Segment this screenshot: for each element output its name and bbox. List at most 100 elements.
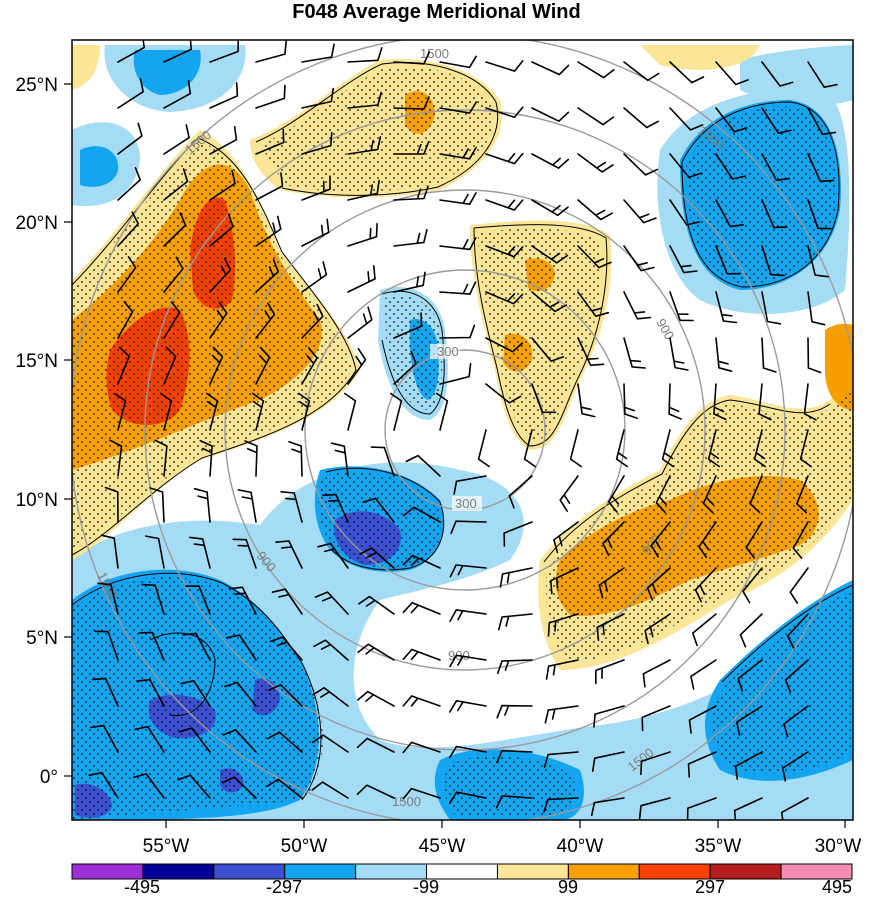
wind-barb [209, 126, 238, 155]
wind-barb [182, 632, 211, 661]
wind-barb [650, 521, 671, 558]
wind-barb [495, 795, 533, 809]
wind-barbs [88, 40, 838, 820]
wind-barb [449, 609, 487, 623]
colorbar-label: 297 [695, 877, 725, 897]
wind-barb [641, 705, 671, 732]
wind-barb [702, 475, 717, 514]
wind-barb [390, 392, 403, 431]
wind-barb [117, 122, 143, 155]
wind-barb [503, 521, 533, 547]
wind-barb [781, 751, 809, 782]
wind-barb [357, 643, 395, 661]
wind-barb [268, 684, 303, 707]
wind-barb [163, 79, 192, 109]
wind-barb [114, 392, 127, 431]
wind-barb [737, 659, 763, 692]
wind-barb [163, 40, 192, 63]
wind-barb [347, 306, 373, 339]
wind-barb [117, 40, 145, 63]
wind-barb [189, 536, 211, 569]
wind-barb [803, 383, 817, 421]
wind-barb [590, 797, 625, 817]
ring-label: 300 [437, 344, 459, 359]
wind-barb [439, 55, 477, 69]
lat-label: 15°N [16, 351, 58, 372]
wind-barb [668, 383, 682, 420]
wind-barb [593, 705, 625, 728]
wind-barb [796, 475, 809, 514]
wind-barb [608, 475, 625, 513]
wind-barb [646, 567, 671, 601]
wind-barb [477, 429, 490, 468]
wind-barb [88, 771, 119, 799]
wind-barb [221, 776, 257, 799]
wind-barb [356, 737, 395, 753]
wind-barb [393, 229, 428, 247]
wind-barb [715, 199, 744, 228]
wind-barb [347, 348, 367, 385]
wind-barb [577, 245, 612, 269]
wind-barb [255, 40, 287, 63]
wind-barb [104, 486, 119, 523]
wind-barb [132, 773, 165, 799]
colorbar-label: -297 [266, 877, 302, 897]
wind-barb [761, 61, 794, 87]
wind-barb [715, 61, 749, 86]
wind-barb [322, 493, 349, 523]
wind-barb [266, 778, 303, 799]
wind-barb [544, 705, 579, 724]
wind-barb [739, 613, 763, 648]
wind-barb [298, 392, 311, 431]
wind-barb [269, 636, 303, 661]
wind-barb [317, 542, 349, 569]
wind-barb [393, 141, 430, 155]
wind-barb [313, 639, 349, 661]
lon-label: 35°W [695, 836, 742, 857]
wind-barb [598, 567, 625, 599]
wind-barb [209, 301, 228, 339]
wind-barb [523, 429, 536, 468]
wind-barb [485, 60, 524, 72]
wind-barb [485, 199, 524, 211]
wind-barb [228, 586, 257, 615]
wind-barb [439, 101, 477, 114]
colorbar [71, 863, 853, 880]
stipple-regions [72, 66, 853, 820]
wind-barb [314, 591, 349, 615]
wind-barb [688, 705, 717, 734]
wind-barb [577, 383, 596, 418]
wind-barb [90, 724, 119, 753]
ring-label: 1500 [420, 46, 449, 61]
wind-barb [623, 337, 646, 369]
wind-barb [807, 337, 822, 374]
wind-barb [117, 301, 134, 339]
wind-barb [134, 725, 165, 753]
wind-barb [280, 491, 303, 523]
wind-barb [206, 392, 219, 431]
wind-barb [439, 237, 477, 251]
wind-barb [439, 281, 477, 295]
wind-barb [485, 152, 524, 165]
wind-barb [577, 291, 610, 317]
wind-barb [669, 291, 694, 322]
wind-barb [185, 585, 211, 615]
wind-barb [117, 167, 141, 201]
wind-barb [136, 678, 165, 707]
wind-barb [393, 96, 430, 110]
wind-barb [595, 659, 625, 685]
wind-barb [543, 797, 579, 813]
lat-label: 20°N [16, 213, 58, 234]
wind-barb [792, 521, 809, 559]
wind-barb [255, 128, 285, 155]
wind-barb [347, 222, 378, 247]
wind-barb [669, 337, 689, 371]
wind-barb [753, 429, 766, 468]
wind-barb [531, 61, 570, 76]
wind-barb [749, 475, 763, 514]
wind-barb [623, 245, 655, 272]
map-title: F048 Average Meridional Wind [292, 1, 581, 23]
wind-barb [109, 439, 123, 477]
wind-barb [255, 258, 279, 293]
lon-label: 45°W [419, 836, 466, 857]
